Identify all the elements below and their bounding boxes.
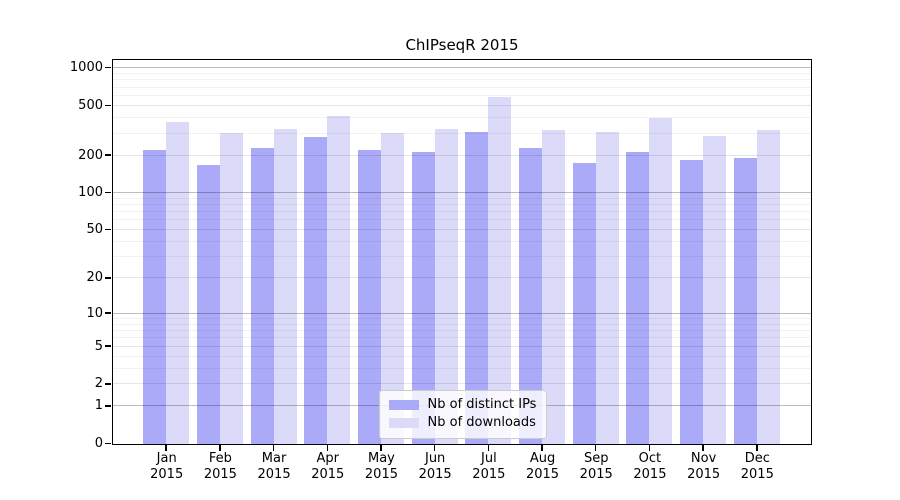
x-tick-label-oct: Oct 2015 [633, 451, 667, 482]
bar-ips-feb [196, 165, 220, 444]
bar-ips-mar [250, 147, 274, 444]
x-tick-label-mar: Mar 2015 [257, 451, 291, 482]
y-tick-label-2: 2 [94, 376, 103, 392]
bar-ips-oct [626, 151, 650, 444]
legend-label-downloads: Nb of downloads [427, 415, 536, 430]
gridline-300 [112, 132, 811, 134]
legend-swatch-distinct-ips [388, 399, 419, 410]
x-tick-dec [756, 445, 758, 451]
bar-downloads-feb [219, 133, 243, 444]
legend-label-distinct-ips: Nb of distinct IPs [427, 397, 537, 412]
y-tick-5 [105, 345, 111, 347]
bar-downloads-mar [273, 128, 297, 444]
bar-downloads-jan [166, 121, 190, 444]
bar-downloads-nov [703, 135, 727, 444]
gridline-900 [112, 72, 811, 74]
y-tick-2 [105, 383, 111, 385]
y-tick-label-1: 1 [94, 398, 103, 414]
y-tick-label-200: 200 [78, 147, 103, 163]
x-tick-jan [165, 445, 167, 451]
bar-ips-jan [143, 149, 167, 444]
x-tick-nov [702, 445, 704, 451]
x-tick-label-jun: Jun 2015 [418, 451, 452, 482]
x-tick-oct [648, 445, 651, 451]
y-tick-1000 [105, 66, 111, 69]
y-tick-500 [105, 104, 111, 107]
bar-ips-sep [572, 162, 596, 444]
legend-item-downloads: Nb of downloads [388, 414, 537, 432]
y-tick-100 [105, 191, 111, 194]
y-tick-0 [105, 442, 111, 445]
bar-downloads-aug [542, 130, 566, 444]
x-tick-aug [541, 445, 543, 451]
y-tick-200 [105, 154, 111, 156]
x-tick-sep [594, 445, 597, 451]
bar-ips-apr [304, 136, 328, 444]
x-tick-label-apr: Apr 2015 [311, 451, 345, 482]
gridline-700 [112, 86, 811, 88]
legend-swatch-downloads [388, 417, 419, 428]
bar-ips-aug [519, 148, 543, 444]
x-tick-label-aug: Aug 2015 [525, 451, 560, 482]
x-tick-apr [326, 445, 329, 451]
bar-ips-may [357, 149, 381, 444]
y-tick-20 [105, 277, 111, 279]
legend: Nb of distinct IPs Nb of downloads [378, 389, 548, 439]
bar-downloads-jun [434, 128, 458, 444]
bar-downloads-sep [595, 132, 619, 444]
x-tick-label-may: May 2015 [364, 451, 398, 482]
x-tick-label-feb: Feb 2015 [203, 451, 237, 482]
x-tick-feb [219, 445, 221, 451]
x-tick-mar [272, 445, 275, 451]
y-tick-label-100: 100 [78, 185, 103, 200]
y-tick-1 [105, 405, 111, 407]
bar-downloads-may [380, 132, 404, 444]
y-tick-label-10: 10 [86, 305, 103, 321]
bar-downloads-dec [756, 130, 780, 444]
y-tick-label-0: 0 [94, 436, 103, 451]
y-tick-50 [105, 228, 111, 231]
x-tick-jun [433, 445, 436, 451]
x-tick-label-sep: Sep 2015 [579, 451, 613, 482]
y-tick-label-50: 50 [86, 222, 103, 238]
y-tick-label-500: 500 [78, 97, 103, 113]
bar-downloads-jul [488, 97, 512, 444]
x-tick-label-jan: Jan 2015 [150, 451, 184, 482]
gridline-1000 [112, 67, 811, 69]
gridline-800 [112, 79, 811, 81]
x-tick-label-jul: Jul 2015 [472, 451, 506, 482]
gridline-400 [112, 117, 811, 118]
y-tick-label-5: 5 [94, 338, 103, 354]
y-tick-10 [105, 312, 111, 314]
x-tick-label-nov: Nov 2015 [687, 451, 721, 482]
chart-title: ChIPseqR 2015 [405, 36, 519, 54]
bar-ips-jul [465, 131, 489, 444]
gridline-600 [112, 94, 811, 96]
plot-area: Nb of distinct IPs Nb of downloads [105, 58, 812, 451]
x-tick-jul [487, 445, 490, 451]
bar-downloads-apr [327, 115, 351, 444]
x-tick-label-dec: Dec 2015 [740, 451, 774, 482]
bar-ips-jun [411, 152, 435, 444]
bar-ips-dec [733, 157, 757, 444]
y-tick-label-1000: 1000 [69, 60, 103, 76]
y-tick-label-20: 20 [86, 270, 103, 286]
bar-downloads-oct [649, 117, 673, 444]
gridline-500 [112, 104, 811, 106]
x-tick-may [380, 445, 382, 451]
legend-item-distinct-ips: Nb of distinct IPs [388, 396, 537, 414]
bar-ips-nov [680, 159, 704, 444]
